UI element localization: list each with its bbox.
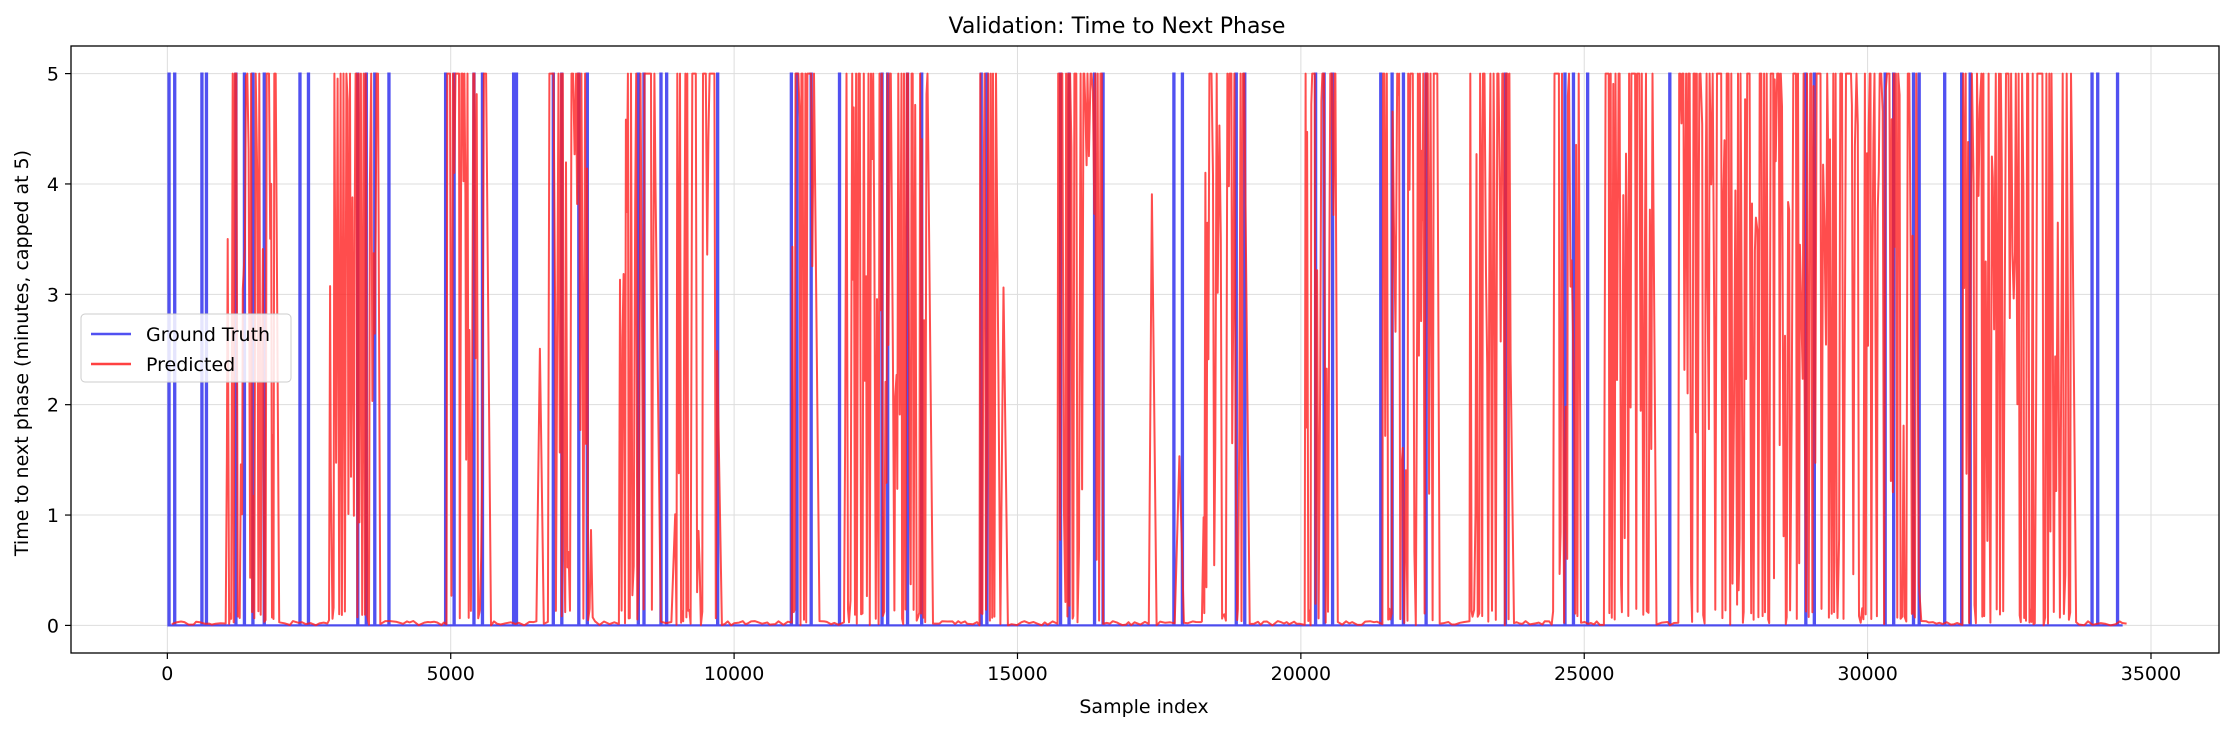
x-tick-label: 15000 — [987, 663, 1047, 685]
y-tick-label: 1 — [47, 505, 59, 527]
plot-area: 0 5000 10000 15000 20000 25000 30000 35000 0 1 2 3 4… — [47, 45, 2220, 685]
y-axis-label: Time to next phase (minutes, capped at 5… — [11, 150, 33, 557]
series-line-predicted — [171, 72, 2127, 627]
y-tick-label: 2 — [47, 395, 59, 417]
legend: Ground Truth Predicted — [80, 313, 292, 383]
legend-label: Ground Truth — [146, 324, 270, 346]
y-tick-label: 4 — [47, 174, 59, 196]
x-tick-label: 30000 — [1837, 663, 1897, 685]
legend-label: Predicted — [146, 354, 235, 376]
x-tick-label: 5000 — [427, 663, 475, 685]
series-group — [167, 72, 2127, 627]
y-tick-label: 5 — [47, 64, 59, 86]
axes-frame — [70, 45, 2220, 654]
legend-box — [80, 313, 292, 383]
y-tick-label: 0 — [47, 615, 59, 637]
y-tick-label: 3 — [47, 284, 59, 306]
x-tick-label: 25000 — [1554, 663, 1614, 685]
x-tick-label: 35000 — [2121, 663, 2181, 685]
x-tick-label: 20000 — [1271, 663, 1331, 685]
x-axis-label: Sample index — [1079, 696, 1208, 718]
x-tick-label: 10000 — [704, 663, 764, 685]
x-tick-label: 0 — [161, 663, 173, 685]
chart-title: Validation: Time to Next Phase — [949, 14, 1286, 39]
